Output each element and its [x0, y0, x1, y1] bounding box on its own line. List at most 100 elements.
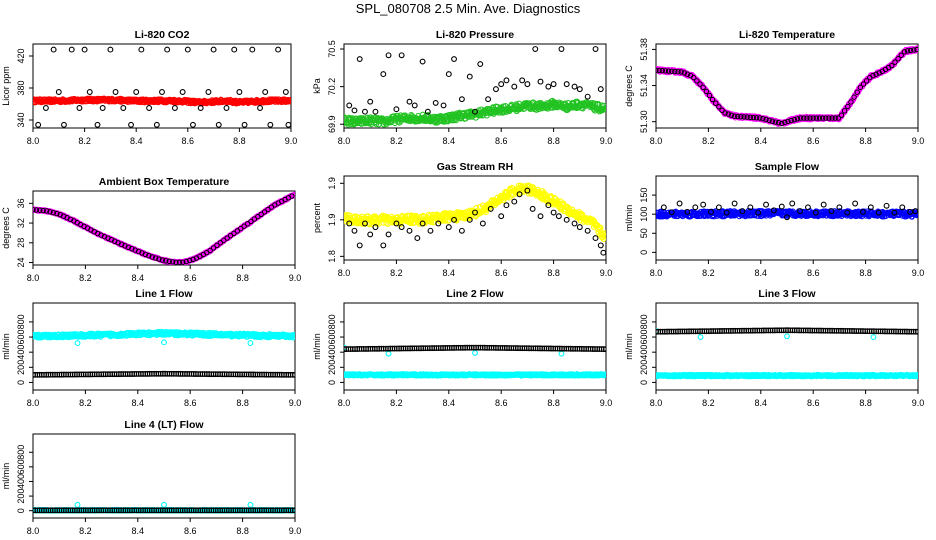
- data-point: [152, 255, 159, 261]
- data-point: [597, 242, 604, 249]
- data-point: [571, 220, 578, 227]
- y-axis-label: ml/min: [1, 333, 11, 360]
- data-layer: [656, 45, 918, 127]
- data-point: [785, 118, 791, 125]
- data-point: [50, 209, 57, 216]
- data-point: [584, 93, 591, 100]
- data-point: [672, 68, 678, 75]
- x-tick-label: 8.2: [79, 398, 92, 408]
- data-point: [292, 334, 295, 341]
- y-tick-label: 32: [16, 218, 26, 228]
- data-point: [76, 105, 83, 111]
- x-tick-label: 8.4: [130, 136, 143, 146]
- data-point: [826, 115, 832, 121]
- data-point: [47, 209, 53, 215]
- series-black-1: [656, 46, 918, 127]
- data-point: [545, 202, 552, 209]
- data-point: [171, 105, 178, 111]
- x-tick-label: 8.4: [443, 136, 456, 146]
- data-point: [813, 115, 820, 121]
- data-point: [700, 201, 707, 208]
- data-point: [511, 83, 518, 90]
- data-point: [770, 207, 777, 214]
- y-tick-label: 100: [639, 207, 649, 222]
- data-point: [805, 204, 811, 211]
- y-tick-label: 51.34: [639, 74, 649, 97]
- data-point: [681, 70, 687, 76]
- y-tick-label: 0: [327, 380, 337, 385]
- x-tick-label: 8.8: [859, 268, 872, 278]
- data-point: [755, 209, 762, 216]
- panel-title: Sample Flow: [755, 161, 820, 173]
- data-point: [385, 52, 392, 59]
- data-point: [180, 259, 186, 265]
- data-point: [715, 204, 722, 211]
- data-point: [173, 259, 179, 265]
- data-point: [445, 224, 452, 231]
- y-tick-label: 24: [16, 258, 26, 268]
- y-tick-label: 36: [16, 198, 26, 208]
- data-point: [912, 208, 918, 215]
- x-tick-label: 8.4: [132, 273, 145, 283]
- data-point: [537, 213, 544, 220]
- data-layer: [344, 344, 606, 379]
- data-point: [138, 46, 145, 53]
- x-tick-label: 8.2: [390, 268, 403, 278]
- data-point: [602, 230, 606, 237]
- data-point: [466, 216, 473, 223]
- data-point: [236, 89, 243, 95]
- data-point: [820, 201, 827, 208]
- data-point: [529, 205, 536, 212]
- data-point: [741, 114, 747, 120]
- data-point: [398, 52, 405, 59]
- data-point: [445, 71, 452, 78]
- x-tick-label: 8.0: [27, 273, 40, 283]
- plot-frame: [343, 43, 607, 129]
- data-point: [292, 371, 295, 378]
- y-tick-label: 1.8: [327, 250, 337, 263]
- data-point: [351, 107, 358, 114]
- y-tick-label: 50: [639, 228, 649, 238]
- data-point: [728, 112, 735, 118]
- data-point: [750, 114, 757, 121]
- x-tick-label: 8.2: [79, 273, 92, 283]
- data-layer: [344, 182, 606, 256]
- data-point: [867, 204, 874, 211]
- data-point: [516, 191, 523, 198]
- data-point: [530, 185, 537, 192]
- data-point: [875, 209, 882, 216]
- y-tick-label: 800: [327, 314, 337, 329]
- series-magenta-0: [656, 45, 918, 127]
- data-point: [678, 69, 684, 75]
- data-point: [179, 89, 186, 95]
- data-point: [149, 254, 155, 260]
- data-point: [247, 340, 254, 347]
- data-point: [684, 71, 691, 77]
- data-point: [503, 77, 510, 84]
- data-point: [665, 68, 672, 74]
- data-point: [385, 231, 392, 238]
- data-point: [823, 115, 829, 121]
- x-tick-label: 8.2: [702, 268, 715, 278]
- data-point: [210, 46, 217, 53]
- data-point: [819, 115, 826, 121]
- data-point: [694, 78, 700, 84]
- data-point: [427, 227, 434, 234]
- data-point: [597, 86, 604, 93]
- data-point: [812, 209, 819, 216]
- x-tick-label: 8.2: [390, 398, 403, 408]
- data-point: [479, 220, 486, 227]
- y-tick-label: 28: [16, 238, 26, 248]
- plot-frame: [32, 43, 292, 129]
- data-point: [356, 242, 363, 249]
- data-point: [356, 56, 363, 62]
- data-point: [898, 52, 904, 58]
- data-point: [841, 108, 848, 114]
- x-tick-label: 8.8: [859, 136, 872, 146]
- data-point: [891, 209, 898, 216]
- data-point: [551, 194, 558, 201]
- series-cyan-1: [344, 344, 565, 357]
